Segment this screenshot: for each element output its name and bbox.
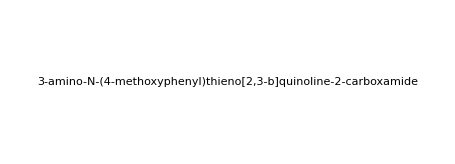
Text: 3-amino-N-(4-methoxyphenyl)thieno[2,3-b]quinoline-2-carboxamide: 3-amino-N-(4-methoxyphenyl)thieno[2,3-b]… [37, 77, 418, 87]
